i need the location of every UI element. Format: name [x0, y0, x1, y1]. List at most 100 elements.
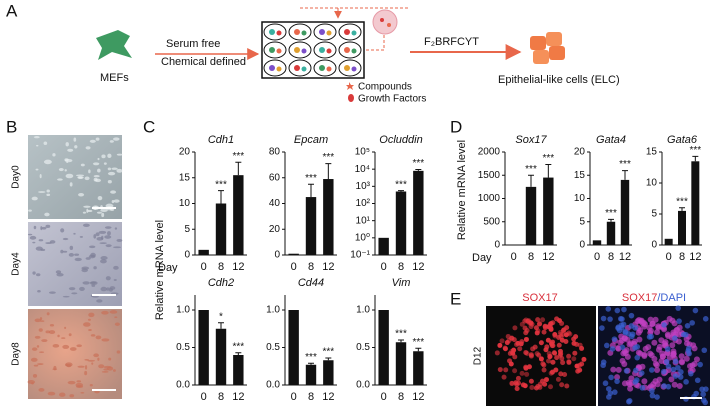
- cell: [39, 173, 42, 179]
- nucleus: [512, 354, 518, 360]
- y-tick-label: 60: [269, 172, 281, 183]
- x-tick-label: 8: [218, 261, 224, 273]
- nucleus: [541, 362, 547, 368]
- cell: [37, 289, 41, 293]
- cell: [67, 148, 74, 152]
- bar: [305, 364, 317, 385]
- sig-label: ***: [676, 196, 688, 207]
- bar: [525, 186, 537, 245]
- cell: [35, 144, 39, 147]
- cell: [29, 235, 37, 240]
- cell: [38, 239, 44, 242]
- bar: [664, 238, 673, 245]
- nucleus: [661, 383, 667, 389]
- cell: [65, 363, 68, 367]
- cell: [36, 345, 40, 348]
- bar: [323, 179, 334, 255]
- chart-title: Vim: [392, 277, 411, 289]
- y-tick-label: 10: [179, 198, 191, 209]
- cell: [91, 284, 96, 287]
- x-tick-label: 8: [308, 391, 314, 403]
- sig-label: ***: [215, 179, 227, 190]
- nucleus: [504, 340, 510, 346]
- cell: [71, 292, 78, 295]
- cell: [73, 137, 77, 142]
- nucleus: [611, 336, 618, 342]
- nucleus: [534, 351, 540, 357]
- nucleus: [514, 341, 520, 347]
- cell: [88, 329, 92, 332]
- error-bar: [608, 218, 614, 222]
- y-tick-label: 1.0: [356, 305, 370, 316]
- sig-label: *: [219, 311, 223, 322]
- cell: [56, 272, 64, 277]
- cell: [60, 228, 65, 233]
- nucleus: [497, 367, 503, 373]
- cell: [33, 364, 39, 367]
- legend-label: Compounds: [358, 82, 412, 93]
- x-tick-label: 8: [679, 251, 685, 263]
- nucleus: [509, 380, 515, 386]
- nucleus: [528, 378, 534, 384]
- nucleus: [653, 362, 660, 369]
- nucleus: [684, 340, 691, 347]
- y-tick-label: 0.5: [266, 342, 280, 353]
- nucleus: [661, 368, 667, 375]
- nucleus: [663, 358, 670, 365]
- cell: [107, 171, 116, 176]
- cell: [91, 362, 94, 365]
- nucleus: [536, 321, 542, 327]
- y-axis-label: Relative mRNA level: [154, 220, 166, 320]
- cell: [27, 233, 33, 236]
- day-label: Day: [472, 252, 492, 264]
- nucleus: [546, 358, 552, 364]
- cell: [76, 174, 85, 177]
- cell: [116, 238, 123, 242]
- cell: [96, 237, 104, 241]
- cell: [36, 273, 41, 277]
- nucleus: [554, 316, 560, 322]
- nucleus: [550, 320, 556, 326]
- nucleus: [554, 355, 560, 361]
- nucleus: [626, 381, 633, 388]
- x-tick-label: 12: [322, 391, 334, 403]
- nucleus: [672, 373, 679, 379]
- error-bar: [398, 339, 404, 343]
- y-tick-label: 0.0: [356, 380, 370, 391]
- cell: [69, 347, 77, 351]
- error-bar: [679, 207, 685, 211]
- nucleus: [608, 374, 614, 381]
- cell: [104, 226, 112, 229]
- sig-label: ***: [689, 145, 701, 156]
- nucleus: [544, 344, 550, 350]
- nucleus: [552, 350, 558, 356]
- y-tick-label: 0.0: [176, 380, 190, 391]
- error-bar: [325, 357, 332, 361]
- y-tick-label: 0.5: [356, 342, 370, 353]
- cell: [33, 135, 40, 139]
- cell: [65, 173, 74, 179]
- nucleus: [665, 363, 672, 369]
- cell: [68, 287, 76, 291]
- cell: [93, 353, 99, 358]
- y-tick-label: 500: [483, 216, 500, 227]
- nucleus: [614, 374, 621, 381]
- bar: [288, 310, 299, 385]
- nucleus: [661, 322, 667, 328]
- cell: [47, 391, 56, 396]
- nucleus: [672, 358, 679, 365]
- title-part: /DAPI: [657, 292, 686, 304]
- cell: [61, 337, 66, 339]
- x-tick-label: 8: [608, 251, 614, 263]
- cell: [113, 199, 120, 203]
- bar: [305, 197, 317, 255]
- nucleus: [628, 312, 635, 319]
- cell: [32, 374, 38, 378]
- nucleus: [683, 379, 689, 385]
- nucleus: [686, 350, 692, 357]
- nucleus: [701, 347, 708, 354]
- nucleus: [518, 341, 524, 347]
- error-bar: [218, 190, 224, 204]
- y-tick-label: 15: [646, 147, 658, 158]
